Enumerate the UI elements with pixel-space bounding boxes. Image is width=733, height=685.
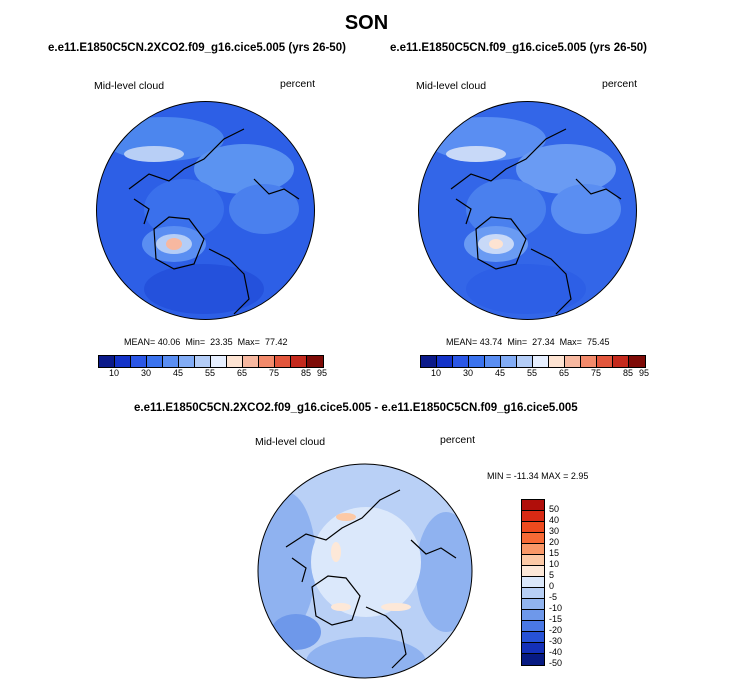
colorbar-swatch xyxy=(549,356,565,367)
colorbar-tick-label: 45 xyxy=(494,368,505,378)
panel1-variable-label: Mid-level cloud xyxy=(94,80,165,92)
colorbar-swatch xyxy=(522,522,544,533)
colorbar-swatch xyxy=(522,632,544,643)
colorbar-swatch xyxy=(613,356,629,367)
colorbar-swatch xyxy=(259,356,275,367)
panel1-colorbar xyxy=(98,355,324,368)
panel2-stats: MEAN= 43.74 Min= 27.34 Max= 75.45 xyxy=(446,337,610,347)
colorbar-swatch xyxy=(522,577,544,588)
colorbar-swatch xyxy=(453,356,469,367)
diff-variable-label: Mid-level cloud xyxy=(255,436,326,448)
panel1-stats: MEAN= 40.06 Min= 23.35 Max= 77.42 xyxy=(124,337,288,347)
colorbar-tick-label: 85 xyxy=(622,368,633,378)
colorbar-swatch xyxy=(437,356,453,367)
colorbar-tick-label: -50 xyxy=(549,658,563,668)
colorbar-tick-label: 10 xyxy=(430,368,441,378)
colorbar-tick-label: -20 xyxy=(549,625,563,635)
colorbar-tick-label: 95 xyxy=(316,368,327,378)
colorbar-tick-label: 20 xyxy=(549,537,560,547)
colorbar-tick-label: 45 xyxy=(172,368,183,378)
colorbar-swatch xyxy=(307,356,323,367)
colorbar-tick-label: 10 xyxy=(549,559,560,569)
colorbar-swatch xyxy=(522,555,544,566)
colorbar-tick-label: 75 xyxy=(268,368,279,378)
colorbar-swatch xyxy=(99,356,115,367)
panel1-units-label: percent xyxy=(280,78,316,90)
colorbar-tick-label: -5 xyxy=(549,592,558,602)
colorbar-swatch xyxy=(522,511,544,522)
colorbar-swatch xyxy=(522,533,544,544)
colorbar-tick-label: -30 xyxy=(549,636,563,646)
colorbar-tick-label: 40 xyxy=(549,515,560,525)
colorbar-swatch xyxy=(522,621,544,632)
colorbar-tick-label: 95 xyxy=(638,368,649,378)
colorbar-tick-label: 30 xyxy=(140,368,151,378)
diff-colorbar xyxy=(521,499,545,666)
colorbar-tick-label: 10 xyxy=(108,368,119,378)
colorbar-swatch xyxy=(522,610,544,621)
colorbar-tick-label: 0 xyxy=(549,581,555,591)
colorbar-tick-label: 75 xyxy=(590,368,601,378)
panel2-colorbar xyxy=(420,355,646,368)
colorbar-tick-label: 15 xyxy=(549,548,560,558)
colorbar-tick-label: 30 xyxy=(462,368,473,378)
colorbar-swatch xyxy=(227,356,243,367)
panel2-map xyxy=(418,101,637,320)
diff-units-label: percent xyxy=(440,434,476,446)
colorbar-tick-label: -15 xyxy=(549,614,563,624)
colorbar-swatch xyxy=(163,356,179,367)
panel1-colorbar-ticks: 10 30 45 55 65 75 85 95 xyxy=(98,368,327,380)
colorbar-swatch xyxy=(517,356,533,367)
colorbar-swatch xyxy=(522,599,544,610)
colorbar-swatch xyxy=(131,356,147,367)
colorbar-tick-label: -10 xyxy=(549,603,563,613)
colorbar-swatch xyxy=(522,654,544,665)
panel1-map xyxy=(96,101,315,320)
colorbar-tick-label: 50 xyxy=(549,504,560,514)
panel2-case-title: e.e11.E1850C5CN.f09_g16.cice5.005 (yrs 2… xyxy=(390,42,648,54)
colorbar-swatch xyxy=(485,356,501,367)
colorbar-swatch xyxy=(629,356,645,367)
panel2-units-label: percent xyxy=(602,78,638,90)
colorbar-swatch xyxy=(421,356,437,367)
colorbar-swatch xyxy=(115,356,131,367)
colorbar-swatch xyxy=(597,356,613,367)
colorbar-swatch xyxy=(243,356,259,367)
colorbar-swatch xyxy=(501,356,517,367)
colorbar-tick-label: 55 xyxy=(526,368,537,378)
colorbar-swatch xyxy=(581,356,597,367)
colorbar-swatch xyxy=(565,356,581,367)
panel2-colorbar-ticks: 10 30 45 55 65 75 85 95 xyxy=(420,368,649,380)
diff-minmax: MIN = -11.34 MAX = 2.95 xyxy=(487,471,589,481)
colorbar-swatch xyxy=(275,356,291,367)
colorbar-swatch xyxy=(211,356,227,367)
colorbar-swatch xyxy=(179,356,195,367)
colorbar-swatch xyxy=(522,500,544,511)
colorbar-swatch xyxy=(533,356,549,367)
colorbar-swatch xyxy=(195,356,211,367)
colorbar-tick-label: 30 xyxy=(549,526,560,536)
colorbar-tick-label: -40 xyxy=(549,647,563,657)
colorbar-swatch xyxy=(522,643,544,654)
colorbar-swatch xyxy=(469,356,485,367)
coastline-outline xyxy=(128,128,300,315)
colorbar-swatch xyxy=(522,544,544,555)
plot-title: SON xyxy=(344,12,389,34)
colorbar-swatch xyxy=(147,356,163,367)
colorbar-swatch xyxy=(522,566,544,577)
colorbar-tick-label: 65 xyxy=(236,368,247,378)
colorbar-tick-label: 55 xyxy=(204,368,215,378)
colorbar-tick-label: 5 xyxy=(549,570,555,580)
coastline-outline xyxy=(450,128,622,315)
colorbar-swatch xyxy=(291,356,307,367)
diff-colorbar-ticks: 50 40 30 20 15 10 5 0 -5 -10 -15 -20 -30 -40 -50 xyxy=(549,499,579,669)
panel1-case-title: e.e11.E1850C5CN.2XCO2.f09_g16.cice5.005 … xyxy=(48,42,346,54)
diff-map xyxy=(257,463,473,679)
panel2-variable-label: Mid-level cloud xyxy=(416,80,487,92)
colorbar-swatch xyxy=(522,588,544,599)
diff-case-title: e.e11.E1850C5CN.2XCO2.f09_g16.cice5.005 … xyxy=(134,402,578,414)
colorbar-tick-label: 85 xyxy=(300,368,311,378)
coastline-outline xyxy=(285,489,457,669)
colorbar-tick-label: 65 xyxy=(558,368,569,378)
